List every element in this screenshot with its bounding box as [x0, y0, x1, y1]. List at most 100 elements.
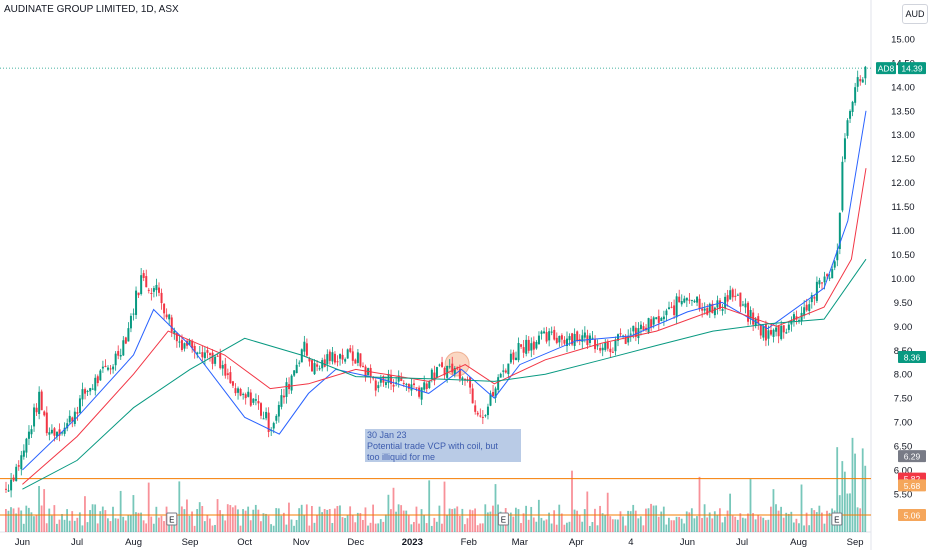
candle-body — [45, 412, 48, 434]
candle-body — [219, 353, 222, 369]
volume-bar — [160, 515, 163, 532]
candle-body — [856, 77, 859, 87]
candle-body — [196, 352, 199, 355]
candle-body — [30, 429, 33, 435]
volume-bar — [859, 508, 862, 532]
volume-bar — [298, 508, 301, 532]
candle-body — [305, 343, 308, 356]
currency-button[interactable]: AUD — [902, 4, 928, 24]
volume-bar — [231, 507, 234, 532]
candle-body — [861, 79, 864, 83]
volume-bar — [397, 504, 400, 532]
candle-body — [476, 412, 479, 415]
volume-bar — [665, 524, 668, 532]
volume-bar — [446, 515, 448, 532]
candle-body — [313, 363, 316, 375]
volume-bar — [568, 521, 571, 532]
y-tick-label: 13.00 — [891, 130, 915, 141]
volume-bar — [313, 522, 316, 532]
candle-body — [775, 327, 778, 332]
volume-bar — [642, 525, 645, 532]
volume-bar — [708, 512, 711, 532]
candle-body — [441, 362, 444, 367]
candle-body — [537, 335, 540, 345]
candle-body — [810, 295, 813, 303]
candle-body — [792, 314, 795, 321]
candle-body — [831, 269, 834, 279]
candle-body — [354, 359, 357, 364]
candle-body — [688, 299, 691, 301]
volume-bar — [680, 518, 683, 532]
price-label: 5.82 — [904, 474, 921, 484]
volume-bar — [405, 510, 408, 532]
moving-averages — [22, 110, 867, 490]
volume-bar — [696, 516, 698, 532]
candle-body — [249, 392, 252, 406]
volume-bar — [407, 515, 410, 532]
x-tick-label: Oct — [237, 537, 252, 548]
candle-body — [295, 364, 298, 374]
volume-bar — [721, 522, 724, 532]
candle-body — [71, 417, 74, 422]
volume-bar — [150, 516, 153, 532]
volume-bar — [476, 525, 479, 532]
volume-bar — [48, 508, 51, 532]
candle-body — [359, 353, 362, 367]
volume-bar — [224, 520, 227, 532]
volume-bar — [282, 512, 285, 532]
volume-bar — [706, 517, 709, 532]
volume-bar — [785, 512, 788, 532]
volume-bar — [252, 509, 255, 532]
volume-bar — [777, 510, 780, 532]
volume-bar — [849, 493, 851, 532]
volume-bar — [211, 525, 214, 532]
candle-body — [573, 333, 576, 346]
volume-bar — [489, 511, 492, 532]
volume-bar — [242, 509, 244, 532]
candle-body — [713, 307, 716, 316]
candle-body — [696, 296, 699, 303]
volume-bar — [629, 511, 632, 532]
volume-bar — [614, 519, 617, 532]
candle-body — [522, 347, 525, 353]
volume-bar — [132, 495, 135, 532]
volume-bar — [155, 506, 158, 532]
volume-bar — [782, 517, 785, 532]
volume-bar — [517, 509, 520, 532]
candle-body — [244, 394, 247, 399]
volume-bar — [787, 513, 790, 532]
volume-bar — [540, 517, 543, 532]
volume-bar — [492, 505, 494, 532]
candle-body — [364, 366, 367, 377]
candle-body — [237, 388, 240, 393]
candle-body — [58, 429, 61, 436]
candle-body — [239, 388, 242, 396]
candle-body — [466, 379, 469, 381]
volume-bar — [285, 524, 288, 532]
candle-body — [530, 343, 533, 351]
volume-bar — [604, 515, 607, 532]
volume-bar — [545, 519, 548, 532]
candle-body — [685, 297, 688, 301]
candle-body — [91, 388, 94, 390]
volume-bar — [247, 506, 250, 532]
candle-body — [193, 345, 196, 352]
candle-body — [25, 438, 28, 453]
volume-bar — [395, 511, 397, 532]
candle-body — [461, 377, 464, 380]
candle-body — [555, 337, 558, 343]
volume-bar — [384, 514, 387, 532]
x-tick-label: Apr — [569, 537, 584, 548]
price-labels: AD8 14.39 8.36 6.29 5.825.68 5.06 — [876, 62, 926, 522]
volume-bar — [639, 516, 642, 532]
candle-body — [698, 298, 701, 310]
volume-bar — [813, 510, 816, 532]
volume-bar — [703, 504, 706, 532]
candle-body — [655, 317, 658, 320]
annotation-note[interactable]: 30 Jan 23 Potential trade VCP with coil,… — [365, 429, 521, 462]
volume-bar — [606, 492, 609, 532]
volume-bar — [647, 508, 650, 532]
volume-bar — [372, 504, 374, 532]
y-tick-label: 10.50 — [891, 250, 915, 261]
